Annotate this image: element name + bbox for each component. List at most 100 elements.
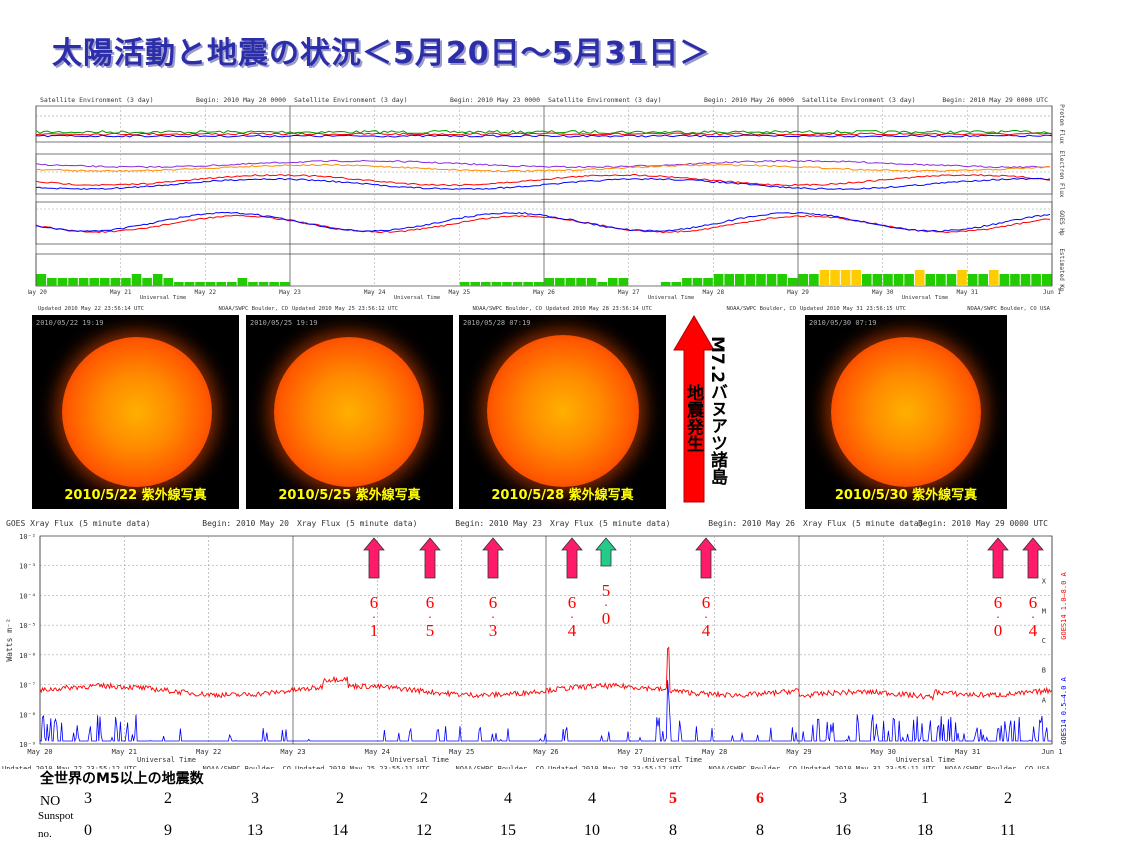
day-tick: May 22 (196, 748, 221, 756)
xlabel: Universal Time (394, 295, 440, 301)
earthquake-magnitude-int: 6 (702, 593, 711, 612)
kp-bar (57, 278, 68, 286)
hp-series-blue (35, 211, 1051, 233)
day-tick: May 27 (618, 748, 643, 756)
earthquake-count-cell: 2 (1004, 790, 1012, 807)
day-tick: May 29 (787, 289, 809, 296)
kp-bar (735, 274, 745, 286)
table-heading: 全世界のM5以上の地震数 (40, 771, 204, 787)
kp-bar (481, 282, 491, 286)
footer-updated: Updated 2010 May 31 23:56:15 UTC (800, 306, 906, 312)
ytick-label: 10⁻⁷ (19, 682, 36, 690)
kp-bar (131, 274, 142, 286)
panel-header-begin: Begin: 2010 May 23 0000 (450, 96, 540, 104)
kp-bar (872, 274, 883, 286)
earthquake-magnitude-dot: . (569, 610, 575, 621)
kp-bar (904, 274, 914, 286)
earthquake-marker-arrow-icon (561, 537, 583, 579)
day-tick: May 31 (956, 289, 978, 296)
day-tick: May 30 (872, 289, 894, 296)
ytick-label: 10⁻⁹ (19, 741, 36, 749)
ytick-label: 10⁻⁵ (19, 622, 36, 630)
kp-bar (862, 274, 872, 286)
earthquake-magnitude-int: 6 (1029, 593, 1038, 612)
kp-bar (597, 282, 607, 286)
kp-bar (809, 274, 819, 286)
kp-bar (237, 278, 248, 286)
earthquake-magnitude-dec: 4 (702, 621, 711, 640)
kp-bar (110, 278, 121, 286)
footer-updated: Updated 2010 May 25 23:56:12 UTC (292, 306, 398, 312)
earthquake-marker-arrow-icon (1022, 537, 1044, 579)
footer-noaa: NOAA/SWPC Boulder, CO USA (967, 306, 1050, 312)
earthquake-count-cell: 2 (420, 790, 428, 807)
kp-bar (777, 274, 787, 286)
footer-noaa: NOAA/SWPC Boulder, CO (708, 765, 797, 769)
earthquake-count-cell: 4 (588, 790, 596, 807)
xray-header: GOES Xray Flux (5 minute data) (6, 519, 151, 528)
kp-bar (544, 278, 555, 286)
electron-series-blue (35, 177, 1051, 191)
xray-series-short (39, 680, 1052, 743)
day-tick: Jun 1 (1043, 289, 1061, 296)
earthquake-magnitude-dot: . (427, 610, 433, 621)
kp-bar (142, 278, 152, 286)
flare-class-label: C (1042, 637, 1046, 645)
sunspot-count-cell: 12 (416, 822, 432, 839)
kp-bar (565, 278, 576, 286)
earthquake-count-cell: 5 (669, 790, 677, 807)
kp-bar (470, 282, 480, 286)
kp-bar (618, 278, 629, 286)
kp-bar (692, 278, 703, 286)
flare-class-label: B (1042, 667, 1046, 675)
xray-header: Xray Flux (5 minute data) (550, 519, 670, 528)
xlabel: Universal Time (137, 756, 196, 764)
sun-image-0530: 2010/05/30 07:19 2010/5/30 紫外線写真 (805, 315, 1007, 509)
footer-updated: Updated 2010 May 25 23:55:11 UTC (295, 765, 430, 769)
kp-bar (184, 282, 195, 286)
earthquake-magnitude-int: 6 (426, 593, 435, 612)
flare-class-label: A (1042, 696, 1047, 704)
kp-bar (1031, 274, 1041, 286)
day-tick: May 22 (194, 289, 216, 296)
kp-bar (713, 274, 724, 286)
xlabel: Universal Time (390, 756, 449, 764)
kp-bar (1010, 274, 1020, 286)
kp-bar (36, 274, 47, 286)
kp-bar (999, 274, 1010, 286)
earthquake-count-cell: 2 (336, 790, 344, 807)
kp-bar (523, 282, 533, 286)
row-label: GOES Hp (1058, 210, 1065, 236)
earthquake-magnitude-dec: 0 (994, 621, 1003, 640)
earthquake-magnitude-dec: 1 (370, 621, 379, 640)
day-tick: May 21 (112, 748, 137, 756)
kp-bar (227, 282, 237, 286)
satellite-environment-chart: Satellite Environment (3 day) Begin: 2010… (28, 96, 1065, 312)
footer-updated: Updated 2010 May 28 23:55:12 UTC (548, 765, 683, 769)
kp-bar (78, 278, 89, 286)
xray-header-begin: Begin: 2010 May 23 (455, 519, 542, 528)
xlabel: Universal Time (648, 295, 694, 301)
kp-bar (660, 282, 671, 286)
earthquake-count-cell: 3 (839, 790, 847, 807)
footer-updated: Updated 2010 May 31 23:55:11 UTC (801, 765, 936, 769)
kp-bar (925, 274, 936, 286)
kp-bar (121, 278, 131, 286)
kp-bar (269, 282, 279, 286)
xray-header-begin: Begin: 2010 May 26 (708, 519, 795, 528)
day-tick: May 24 (364, 289, 386, 296)
xray-header-begin: Begin: 2010 May 20 (202, 519, 289, 528)
footer-updated: Updated 2010 May 22 23:56:14 UTC (38, 306, 144, 312)
ytick-label: 10⁻³ (19, 563, 36, 571)
day-tick: May 26 (533, 289, 555, 296)
row-label: Proton Flux (1058, 104, 1065, 144)
sun-image-0525: 2010/05/25 19:19 2010/5/25 紫外線写真 (246, 315, 453, 509)
xlabel: Universal Time (896, 756, 955, 764)
panel-header-begin: Begin: 2010 May 29 0000 UTC (942, 96, 1048, 104)
kp-bar (502, 282, 512, 286)
kp-bar (978, 274, 988, 286)
flare-class-label: M (1042, 607, 1046, 615)
day-tick: May 27 (618, 289, 640, 296)
sun-caption: 2010/5/22 紫外線写真 (64, 488, 207, 503)
